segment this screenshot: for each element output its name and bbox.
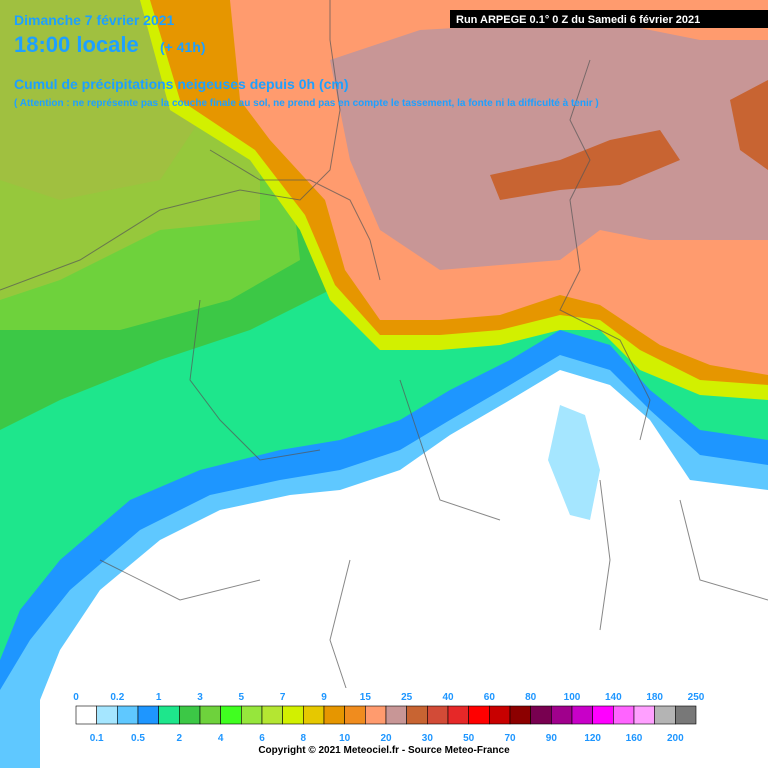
- legend-label: 70: [504, 733, 516, 744]
- copyright: Copyright © 2021 Meteociel.fr - Source M…: [258, 745, 510, 756]
- legend-label: 0: [73, 692, 79, 703]
- area-brown-east: [730, 80, 768, 170]
- legend-swatch: [654, 705, 676, 725]
- legend-swatch: [447, 705, 469, 725]
- legend-label: 250: [688, 692, 705, 703]
- legend-label: 4: [218, 733, 224, 744]
- legend-swatch: [489, 705, 511, 725]
- legend-swatch: [75, 705, 97, 725]
- legend-label: 140: [605, 692, 622, 703]
- legend-swatch: [365, 705, 387, 725]
- legend-swatch: [282, 705, 304, 725]
- legend-swatch: [158, 705, 180, 725]
- lead-label: (+ 41h): [160, 39, 206, 55]
- legend-swatch: [509, 705, 531, 725]
- legend-label: 20: [380, 733, 392, 744]
- area-olive-dark: [0, 0, 200, 200]
- legend-swatch: [530, 705, 552, 725]
- legend-label: 60: [484, 692, 496, 703]
- date-label: Dimanche 7 février 2021: [14, 12, 175, 28]
- legend-label: 10: [339, 733, 351, 744]
- borders: [0, 0, 768, 701]
- legend-label: 7: [280, 692, 286, 703]
- legend-label: 25: [401, 692, 413, 703]
- legend-label: 1: [156, 692, 162, 703]
- legend-label: 2: [177, 733, 183, 744]
- run-label: Run ARPEGE 0.1° 0 Z du Samedi 6 février …: [456, 14, 700, 26]
- area-light-blue: [548, 405, 600, 520]
- legend-swatch: [633, 705, 655, 725]
- legend-label: 80: [525, 692, 537, 703]
- legend-swatch: [385, 705, 407, 725]
- legend-label: 180: [646, 692, 663, 703]
- legend-swatch: [303, 705, 325, 725]
- legend-label: 0.5: [131, 733, 145, 744]
- legend-label: 120: [584, 733, 601, 744]
- legend-label: 30: [422, 733, 434, 744]
- legend-swatch: [96, 705, 118, 725]
- legend-label: 15: [360, 692, 372, 703]
- legend-swatch: [220, 705, 242, 725]
- legend-swatch: [261, 705, 283, 725]
- legend-swatch: [592, 705, 614, 725]
- legend-swatch: [468, 705, 490, 725]
- area-mauve: [330, 20, 768, 270]
- legend-label: 9: [321, 692, 327, 703]
- legend-swatch: [241, 705, 263, 725]
- legend-swatch: [137, 705, 159, 725]
- legend-label: 50: [463, 733, 475, 744]
- legend-swatch: [427, 705, 449, 725]
- legend-label: 5: [239, 692, 245, 703]
- legend-label: 3: [197, 692, 203, 703]
- legend-label: 100: [564, 692, 581, 703]
- legend-label: 200: [667, 733, 684, 744]
- legend-label: 8: [301, 733, 307, 744]
- legend-label: 160: [626, 733, 643, 744]
- area-brown: [490, 130, 680, 200]
- run-box: [450, 10, 768, 28]
- legend-label: 90: [546, 733, 558, 744]
- time-label: 18:00 locale: [14, 32, 139, 57]
- legend-label: 40: [442, 692, 454, 703]
- legend-label: 6: [259, 733, 265, 744]
- note: ( Attention : ne représente pas la couch…: [14, 98, 599, 109]
- legend-swatch: [323, 705, 345, 725]
- legend-swatch: [675, 705, 697, 725]
- legend-label: 0.2: [110, 692, 124, 703]
- legend-label: 0.1: [90, 733, 104, 744]
- legend: 0 0.1 0.2 0.5 1 2 3 4 5 6 7 8 9 10 15 20 25 30 40 50 60 70 80 9…: [73, 692, 705, 744]
- legend-swatch: [117, 705, 139, 725]
- legend-swatch: [571, 705, 593, 725]
- title: Cumul de précipitations neigeuses depuis…: [14, 76, 349, 92]
- legend-swatch: [551, 705, 573, 725]
- legend-swatch: [613, 705, 635, 725]
- legend-swatch: [344, 705, 366, 725]
- legend-swatch: [199, 705, 221, 725]
- legend-swatch: [179, 705, 201, 725]
- legend-swatch: [406, 705, 428, 725]
